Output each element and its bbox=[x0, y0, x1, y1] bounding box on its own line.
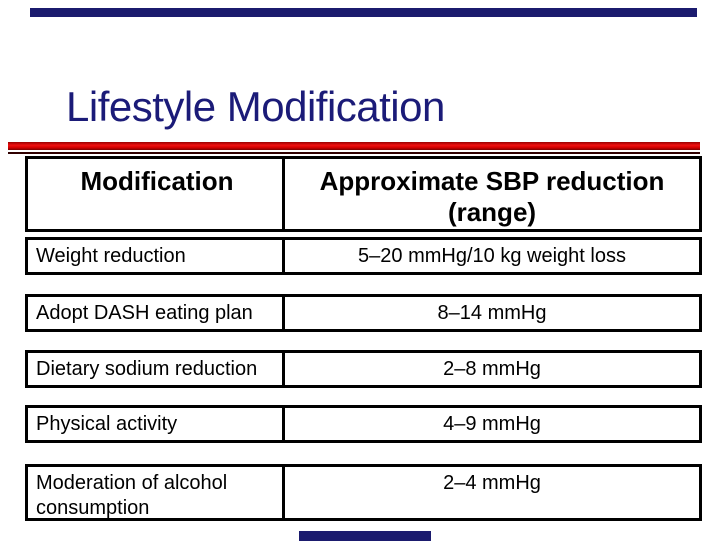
table-row: Adopt DASH eating plan 8–14 mmHg bbox=[25, 294, 702, 332]
bottom-accent-bar bbox=[299, 531, 431, 541]
title-underline-thick bbox=[8, 142, 700, 150]
cell-modification: Adopt DASH eating plan bbox=[28, 297, 285, 329]
table-header-row: Modification Approximate SBP reduction (… bbox=[25, 156, 702, 232]
table-row: Physical activity 4–9 mmHg bbox=[25, 405, 702, 443]
table-row: Weight reduction 5–20 mmHg/10 kg weight … bbox=[25, 237, 702, 275]
top-accent-bar bbox=[30, 8, 697, 17]
cell-reduction: 2–8 mmHg bbox=[285, 353, 699, 385]
header-label-modification: Modification bbox=[80, 166, 234, 196]
header-cell-sbp-reduction: Approximate SBP reduction (range) bbox=[285, 159, 699, 229]
modification-text: Physical activity bbox=[36, 412, 178, 435]
table-row: Moderation of alcohol consumption 2–4 mm… bbox=[25, 464, 702, 521]
reduction-text: 5–20 mmHg/10 kg weight loss bbox=[358, 244, 626, 267]
header-cell-modification: Modification bbox=[28, 159, 285, 229]
cell-reduction: 5–20 mmHg/10 kg weight loss bbox=[285, 240, 699, 272]
cell-modification: Weight reduction bbox=[28, 240, 285, 272]
title-underline-thin bbox=[8, 152, 700, 154]
cell-modification: Dietary sodium reduction bbox=[28, 353, 285, 385]
table-row: Dietary sodium reduction 2–8 mmHg bbox=[25, 350, 702, 388]
header-label-sbp-reduction: Approximate SBP reduction (range) bbox=[319, 166, 665, 227]
modification-text: Moderation of alcohol consumption bbox=[36, 472, 228, 519]
reduction-text: 2–8 mmHg bbox=[443, 357, 541, 380]
cell-reduction: 2–4 mmHg bbox=[285, 467, 699, 518]
modification-text: Adopt DASH eating plan bbox=[36, 301, 253, 324]
reduction-text: 8–14 mmHg bbox=[437, 301, 547, 324]
slide-title: Lifestyle Modification bbox=[66, 83, 445, 130]
modification-text: Dietary sodium reduction bbox=[36, 357, 258, 380]
cell-reduction: 8–14 mmHg bbox=[285, 297, 699, 329]
reduction-text: 2–4 mmHg bbox=[443, 472, 541, 494]
cell-modification: Physical activity bbox=[28, 408, 285, 440]
modification-text: Weight reduction bbox=[36, 244, 186, 267]
reduction-text: 4–9 mmHg bbox=[443, 412, 541, 435]
cell-reduction: 4–9 mmHg bbox=[285, 408, 699, 440]
cell-modification: Moderation of alcohol consumption bbox=[28, 467, 285, 519]
